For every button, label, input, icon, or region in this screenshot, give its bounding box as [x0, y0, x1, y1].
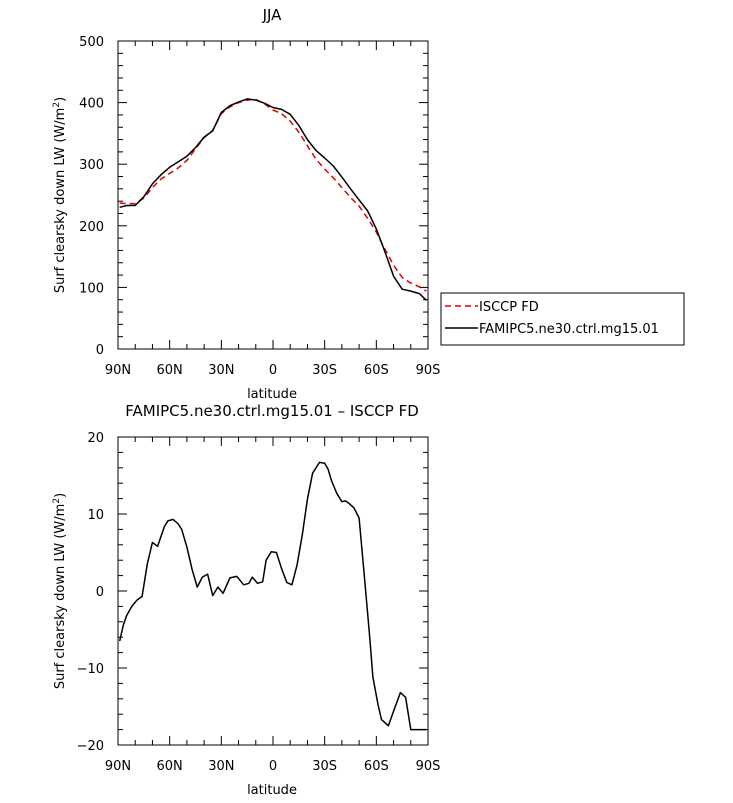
y-tick-label: 100 — [79, 281, 104, 296]
legend-box — [440, 292, 685, 346]
x-tick-label: 90S — [416, 363, 441, 378]
y-tick-label: 0 — [96, 585, 104, 600]
x-tick-label: 30S — [312, 759, 337, 774]
bottom-y-tick-labels: −20 −10 0 10 20 — [77, 431, 104, 754]
series-line-0 — [119, 98, 427, 292]
panel-top: JJA 0 100 200 300 400 500 90N 60N 30N 0 30S 60S 90S… — [52, 6, 685, 402]
legend-label-famipc5: FAMIPC5.ne30.ctrl.mg15.01 — [479, 322, 659, 337]
bottom-ticks — [117, 436, 429, 746]
x-tick-label: 60N — [157, 363, 183, 378]
y-tick-label: 200 — [79, 220, 104, 235]
y-tick-label: 400 — [79, 97, 104, 112]
bottom-x-axis-label: latitude — [247, 783, 297, 798]
x-tick-label: 0 — [269, 363, 277, 378]
top-series — [119, 98, 427, 301]
x-tick-label: 30N — [208, 759, 234, 774]
top-ticks — [117, 40, 429, 350]
y-tick-label: 500 — [79, 35, 104, 50]
top-x-axis-label: latitude — [247, 387, 297, 402]
bottom-title: FAMIPC5.ne30.ctrl.mg15.01 – ISCCP FD — [125, 402, 419, 420]
y-tick-label: −20 — [77, 739, 104, 754]
x-tick-label: 90S — [416, 759, 441, 774]
x-tick-label: 60S — [364, 363, 389, 378]
top-plot-frame — [117, 40, 429, 350]
y-tick-label: −10 — [77, 662, 104, 677]
y-tick-label: 10 — [87, 508, 104, 523]
y-tick-label: 20 — [87, 431, 104, 446]
bottom-y-axis-label: Surf clearsky down LW (W/m2) — [52, 493, 68, 689]
series-line-0 — [118, 461, 427, 731]
bottom-plot-frame — [117, 436, 429, 746]
x-tick-label: 90N — [105, 363, 131, 378]
series-line-1 — [119, 98, 427, 301]
y-tick-label: 0 — [96, 343, 104, 358]
legend-label-isccp: ISCCP FD — [479, 300, 539, 315]
x-tick-label: 60S — [364, 759, 389, 774]
x-tick-label: 30N — [208, 363, 234, 378]
x-tick-label: 90N — [105, 759, 131, 774]
legend: ISCCP FD FAMIPC5.ne30.ctrl.mg15.01 — [440, 292, 685, 346]
x-tick-label: 60N — [157, 759, 183, 774]
bottom-x-tick-labels: 90N 60N 30N 0 30S 60S 90S — [105, 759, 441, 774]
top-y-tick-labels: 0 100 200 300 400 500 — [79, 35, 104, 358]
bottom-series — [118, 461, 427, 731]
top-y-axis-label: Surf clearsky down LW (W/m2) — [52, 97, 68, 293]
top-x-tick-labels: 90N 60N 30N 0 30S 60S 90S — [105, 363, 441, 378]
x-tick-label: 0 — [269, 759, 277, 774]
top-title: JJA — [262, 6, 283, 24]
x-tick-label: 30S — [312, 363, 337, 378]
panel-bottom: FAMIPC5.ne30.ctrl.mg15.01 – ISCCP FD −20… — [52, 402, 440, 798]
y-tick-label: 300 — [79, 158, 104, 173]
